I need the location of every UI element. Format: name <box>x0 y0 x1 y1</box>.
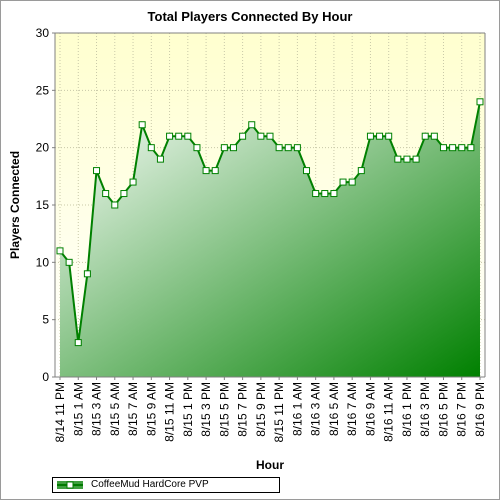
x-axis-title: Hour <box>256 458 284 472</box>
x-tick-label: 8/16 7 AM <box>345 382 359 436</box>
data-point <box>202 167 210 175</box>
data-point <box>93 167 101 175</box>
data-point <box>166 132 174 140</box>
y-tick-label: 10 <box>36 255 50 269</box>
x-tick-label: 8/15 11 PM <box>272 382 286 442</box>
legend: CoffeeMud HardCore PVP <box>52 477 280 493</box>
y-tick-label: 15 <box>36 198 50 212</box>
data-point <box>74 339 82 347</box>
y-tick-label: 30 <box>36 26 50 40</box>
data-point <box>111 201 119 209</box>
y-tick-label: 0 <box>42 370 49 384</box>
data-point <box>430 132 438 140</box>
x-tick-label: 8/15 9 PM <box>254 382 268 437</box>
legend-swatch <box>57 481 83 489</box>
data-point <box>138 121 146 129</box>
data-point <box>129 178 137 186</box>
data-point <box>120 190 128 198</box>
x-tick-label: 8/15 5 AM <box>108 382 122 436</box>
x-tick-label: 8/15 1 AM <box>71 382 85 436</box>
data-point <box>257 132 265 140</box>
data-point <box>83 270 91 278</box>
x-tick-label: 8/16 5 PM <box>436 382 450 437</box>
x-tick-label: 8/15 3 PM <box>199 382 213 437</box>
y-tick-label: 5 <box>42 313 49 327</box>
chart-title: Total Players Connected By Hour <box>147 9 353 24</box>
x-tick-label: 8/16 9 AM <box>363 382 377 436</box>
x-tick-label: 8/15 5 PM <box>217 382 231 437</box>
data-point <box>275 144 283 152</box>
data-point <box>458 144 466 152</box>
data-point <box>303 167 311 175</box>
x-tick-label: 8/16 3 PM <box>418 382 432 437</box>
data-point <box>102 190 110 198</box>
data-point <box>376 132 384 140</box>
x-tick-label: 8/16 3 AM <box>309 382 323 436</box>
data-point <box>421 132 429 140</box>
data-point <box>330 190 338 198</box>
data-point <box>412 155 420 163</box>
area-fill <box>60 101 480 378</box>
y-tick-label: 20 <box>36 141 50 155</box>
data-point <box>175 132 183 140</box>
data-point <box>385 132 393 140</box>
data-point <box>312 190 320 198</box>
data-point <box>184 132 192 140</box>
x-tick-label: 8/15 1 PM <box>181 382 195 437</box>
legend-label: CoffeeMud HardCore PVP <box>91 479 209 490</box>
series-area <box>60 101 480 378</box>
x-tick-label: 8/15 7 PM <box>236 382 250 437</box>
data-point <box>248 121 256 129</box>
x-tick-label: 8/14 11 PM <box>53 382 67 442</box>
data-point <box>366 132 374 140</box>
data-point <box>266 132 274 140</box>
x-tick-label: 8/16 9 PM <box>473 382 487 437</box>
x-tick-label: 8/16 7 PM <box>455 382 469 437</box>
x-tick-label: 8/15 7 AM <box>126 382 140 436</box>
data-point <box>156 155 164 163</box>
x-tick-label: 8/16 1 AM <box>290 382 304 436</box>
data-point <box>403 155 411 163</box>
x-tick-label: 8/15 11 AM <box>163 382 177 442</box>
y-tick-labels: 0 5 10 15 20 25 30 <box>36 26 55 384</box>
x-tick-label: 8/16 5 AM <box>327 382 341 436</box>
data-point <box>56 247 64 255</box>
data-point <box>394 155 402 163</box>
x-tick-label: 8/15 3 AM <box>90 382 104 436</box>
data-point <box>193 144 201 152</box>
data-point <box>211 167 219 175</box>
x-tick-label: 8/16 11 AM <box>382 382 396 442</box>
data-point <box>220 144 228 152</box>
data-point <box>147 144 155 152</box>
x-tick-label: 8/15 9 AM <box>144 382 158 436</box>
x-tick-labels: 8/14 11 PM 8/15 1 AM 8/15 3 AM 8/15 5 AM 8/1… <box>53 377 487 442</box>
data-point <box>65 258 73 266</box>
data-point <box>229 144 237 152</box>
data-point <box>439 144 447 152</box>
data-point <box>293 144 301 152</box>
data-point <box>339 178 347 186</box>
y-axis-title: Players Connected <box>8 151 22 259</box>
data-point <box>321 190 329 198</box>
y-tick-label: 25 <box>36 83 50 97</box>
data-point <box>357 167 365 175</box>
data-point <box>284 144 292 152</box>
x-tick-label: 8/16 1 PM <box>400 382 414 437</box>
data-point <box>467 144 475 152</box>
data-point <box>348 178 356 186</box>
data-point <box>239 132 247 140</box>
data-point <box>449 144 457 152</box>
series-points <box>56 98 484 347</box>
data-point <box>476 98 484 106</box>
